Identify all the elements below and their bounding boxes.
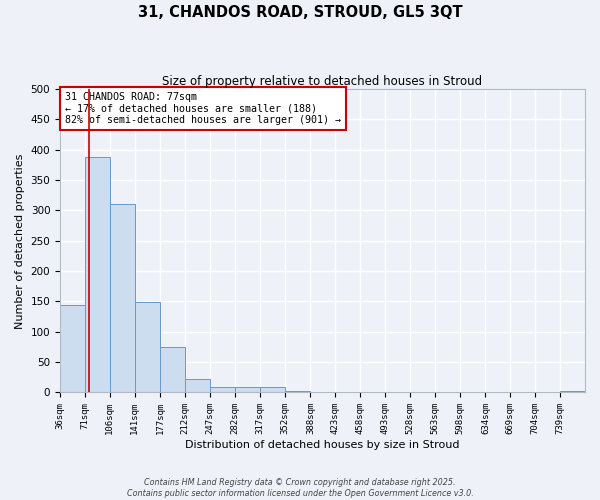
Bar bbox=[210, 387, 235, 392]
Text: Contains HM Land Registry data © Crown copyright and database right 2025.
Contai: Contains HM Land Registry data © Crown c… bbox=[127, 478, 473, 498]
Bar bbox=[60, 304, 85, 392]
Bar bbox=[260, 387, 285, 392]
X-axis label: Distribution of detached houses by size in Stroud: Distribution of detached houses by size … bbox=[185, 440, 460, 450]
Title: Size of property relative to detached houses in Stroud: Size of property relative to detached ho… bbox=[163, 75, 482, 88]
Bar bbox=[135, 302, 160, 392]
Text: 31 CHANDOS ROAD: 77sqm
← 17% of detached houses are smaller (188)
82% of semi-de: 31 CHANDOS ROAD: 77sqm ← 17% of detached… bbox=[65, 92, 341, 126]
Y-axis label: Number of detached properties: Number of detached properties bbox=[15, 153, 25, 328]
Bar bbox=[560, 390, 585, 392]
Bar bbox=[235, 387, 260, 392]
Bar bbox=[110, 204, 135, 392]
Bar bbox=[185, 378, 210, 392]
Bar bbox=[85, 157, 110, 392]
Text: 31, CHANDOS ROAD, STROUD, GL5 3QT: 31, CHANDOS ROAD, STROUD, GL5 3QT bbox=[137, 5, 463, 20]
Bar bbox=[160, 347, 185, 393]
